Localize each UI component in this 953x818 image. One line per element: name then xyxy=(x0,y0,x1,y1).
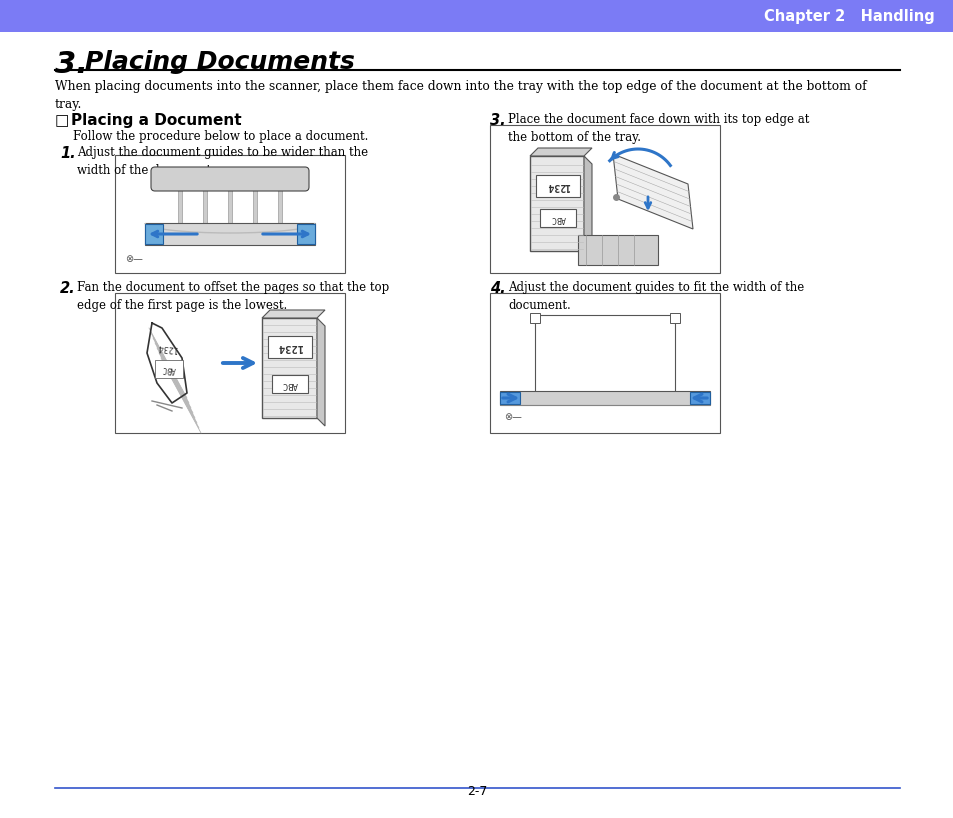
FancyBboxPatch shape xyxy=(151,167,309,191)
Text: Placing a Document: Placing a Document xyxy=(71,113,241,128)
Bar xyxy=(145,223,314,245)
Bar xyxy=(145,224,163,244)
Bar xyxy=(669,313,679,323)
Bar xyxy=(499,391,709,405)
Text: Place the document face down with its top edge at
the bottom of the tray.: Place the document face down with its to… xyxy=(507,113,808,144)
Text: 1234: 1234 xyxy=(546,181,569,191)
Bar xyxy=(535,315,675,395)
Bar xyxy=(578,235,658,265)
Text: 3.: 3. xyxy=(55,50,88,79)
Bar xyxy=(272,375,308,393)
Bar xyxy=(689,392,709,404)
Bar xyxy=(536,175,579,197)
Bar xyxy=(154,171,305,187)
Polygon shape xyxy=(316,318,325,426)
Text: ABC: ABC xyxy=(282,380,297,389)
Text: Follow the procedure below to place a document.: Follow the procedure below to place a do… xyxy=(73,130,368,143)
Polygon shape xyxy=(613,154,692,229)
Text: ABC: ABC xyxy=(550,213,565,222)
Bar xyxy=(277,183,282,235)
Bar xyxy=(178,183,182,235)
Polygon shape xyxy=(262,310,325,318)
Polygon shape xyxy=(583,156,592,259)
Text: Adjust the document guides to fit the width of the
document.: Adjust the document guides to fit the wi… xyxy=(507,281,803,312)
Bar xyxy=(490,125,720,273)
Text: 1234: 1234 xyxy=(277,342,302,352)
Bar xyxy=(530,313,539,323)
Polygon shape xyxy=(530,148,592,156)
Text: Fan the document to offset the pages so that the top
edge of the first page is t: Fan the document to offset the pages so … xyxy=(77,281,389,312)
Bar xyxy=(268,336,312,358)
Bar xyxy=(203,183,207,235)
Bar xyxy=(539,209,576,227)
Text: ⊗—: ⊗— xyxy=(503,412,521,422)
Text: 2-7: 2-7 xyxy=(466,785,487,798)
Bar xyxy=(228,183,232,235)
Text: Placing Documents: Placing Documents xyxy=(85,50,355,74)
Bar xyxy=(262,318,316,418)
Text: □: □ xyxy=(55,113,70,128)
Text: 4.: 4. xyxy=(490,281,505,296)
Text: 1234: 1234 xyxy=(156,343,177,353)
Bar xyxy=(154,360,183,378)
Text: ABC: ABC xyxy=(161,364,176,374)
Bar xyxy=(499,392,519,404)
Bar xyxy=(296,224,314,244)
Text: Chapter 2   Handling: Chapter 2 Handling xyxy=(763,8,934,24)
Text: 1.: 1. xyxy=(60,146,75,161)
Bar xyxy=(115,293,345,433)
Text: Adjust the document guides to be wider than the
width of the document.: Adjust the document guides to be wider t… xyxy=(77,146,368,177)
Text: When placing documents into the scanner, place them face down into the tray with: When placing documents into the scanner,… xyxy=(55,80,865,111)
Bar xyxy=(115,155,345,273)
Bar xyxy=(253,183,256,235)
Bar xyxy=(0,0,953,32)
Bar xyxy=(530,156,583,251)
Text: ⊗—: ⊗— xyxy=(125,254,143,264)
Text: 2.: 2. xyxy=(60,281,75,296)
Bar xyxy=(490,293,720,433)
Text: 3.: 3. xyxy=(490,113,505,128)
